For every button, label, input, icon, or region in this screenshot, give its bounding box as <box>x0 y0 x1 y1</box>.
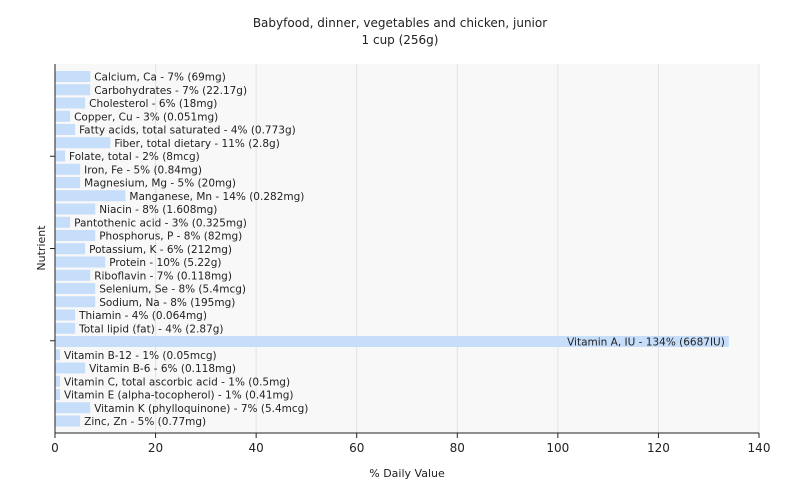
bar <box>55 296 96 308</box>
x-axis-ticks: 0 20 40 60 80 100 120 140 <box>51 433 770 455</box>
bar <box>55 84 91 96</box>
bar-label: Cholesterol - 6% (18mg) <box>89 98 217 110</box>
x-tick-label: 140 <box>748 441 771 455</box>
grid <box>155 64 760 433</box>
bar <box>55 71 91 82</box>
x-tick-label: 80 <box>450 441 465 455</box>
bar <box>55 124 76 135</box>
bar-label: Vitamin A, IU - 134% (6687IU) <box>567 337 725 349</box>
bar <box>55 243 86 255</box>
bar-labels: Calcium, Ca - 7% (69mg)Carbohydrates - 7… <box>64 72 725 429</box>
bar <box>55 190 126 202</box>
bar <box>55 203 96 215</box>
bar-label: Vitamin B-12 - 1% (0.05mcg) <box>64 350 217 362</box>
x-tick-label: 40 <box>249 441 264 455</box>
bar-label: Riboflavin - 7% (0.118mg) <box>94 270 232 282</box>
bar <box>55 349 61 361</box>
bar <box>55 375 61 387</box>
bar-label: Thiamin - 4% (0.064mg) <box>78 310 207 322</box>
bar-label: Vitamin K (phylloquinone) - 7% (5.4mcg) <box>94 403 308 415</box>
bar <box>55 177 81 188</box>
bar-label: Zinc, Zn - 5% (0.77mg) <box>84 416 206 428</box>
bar-label: Carbohydrates - 7% (22.17g) <box>94 85 247 97</box>
bar-label: Pantothenic acid - 3% (0.325mg) <box>74 217 247 229</box>
bar-label: Manganese, Mn - 14% (0.282mg) <box>129 191 304 203</box>
chart-title: Babyfood, dinner, vegetables and chicken… <box>253 16 547 30</box>
bar-label: Vitamin B-6 - 6% (0.118mg) <box>89 363 236 375</box>
bar <box>55 163 81 175</box>
bar <box>55 402 91 414</box>
plot-area <box>55 64 759 433</box>
bar <box>55 230 96 241</box>
bar <box>55 283 96 294</box>
x-tick-label: 120 <box>647 441 670 455</box>
bar-label: Folate, total - 2% (8mcg) <box>69 151 200 163</box>
bar <box>55 362 86 374</box>
bar-label: Calcium, Ca - 7% (69mg) <box>94 72 226 84</box>
bar-label: Fatty acids, total saturated - 4% (0.773… <box>79 125 296 137</box>
bar-label: Total lipid (fat) - 4% (2.87g) <box>78 323 223 335</box>
bar-label: Vitamin E (alpha-tocopherol) - 1% (0.41m… <box>64 390 294 402</box>
bar-label: Selenium, Se - 8% (5.4mcg) <box>99 284 246 296</box>
bar <box>55 309 76 321</box>
y-axis-ticks <box>50 155 55 342</box>
bar-label: Sodium, Na - 8% (195mg) <box>99 297 235 309</box>
x-tick-label: 100 <box>546 441 569 455</box>
bar <box>55 137 111 149</box>
bar-label: Phosphorus, P - 8% (82mg) <box>99 231 242 243</box>
x-axis-label: % Daily Value <box>369 467 445 480</box>
x-tick-label: 20 <box>148 441 163 455</box>
x-tick-label: 60 <box>349 441 364 455</box>
bar <box>55 110 71 122</box>
bar <box>55 269 91 281</box>
bar <box>55 216 71 228</box>
bar <box>55 150 66 162</box>
bar-label: Iron, Fe - 5% (0.84mg) <box>84 164 202 176</box>
bar <box>55 322 76 334</box>
bar-label: Niacin - 8% (1.608mg) <box>99 204 217 216</box>
bar <box>55 415 81 427</box>
x-tick-label: 0 <box>51 441 59 455</box>
bar <box>55 389 61 400</box>
bar <box>55 256 106 268</box>
bar-label: Potassium, K - 6% (212mg) <box>89 244 232 256</box>
bar-label: Fiber, total dietary - 11% (2.8g) <box>114 138 279 150</box>
bar <box>55 97 86 109</box>
bar-label: Magnesium, Mg - 5% (20mg) <box>84 178 236 190</box>
bar-label: Vitamin C, total ascorbic acid - 1% (0.5… <box>64 376 290 388</box>
bar <box>55 336 729 347</box>
chart-subtitle: 1 cup (256g) <box>362 33 439 47</box>
bars <box>55 71 729 427</box>
y-axis-label: Nutrient <box>35 225 48 271</box>
bar-label: Protein - 10% (5.22g) <box>109 257 221 269</box>
bar-label: Copper, Cu - 3% (0.051mg) <box>74 111 218 123</box>
